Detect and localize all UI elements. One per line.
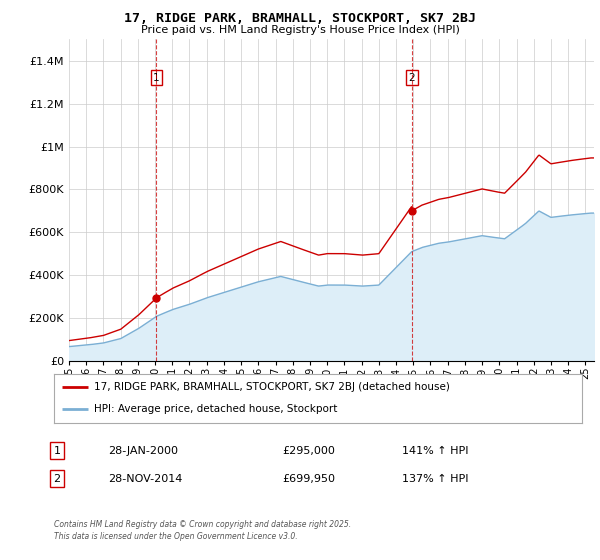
Text: £699,950: £699,950 <box>282 474 335 484</box>
Text: 1: 1 <box>153 73 160 83</box>
Text: 17, RIDGE PARK, BRAMHALL, STOCKPORT, SK7 2BJ: 17, RIDGE PARK, BRAMHALL, STOCKPORT, SK7… <box>124 12 476 25</box>
Text: £295,000: £295,000 <box>282 446 335 456</box>
Text: Price paid vs. HM Land Registry's House Price Index (HPI): Price paid vs. HM Land Registry's House … <box>140 25 460 35</box>
Text: 17, RIDGE PARK, BRAMHALL, STOCKPORT, SK7 2BJ (detached house): 17, RIDGE PARK, BRAMHALL, STOCKPORT, SK7… <box>94 382 449 392</box>
Text: 2: 2 <box>409 73 415 83</box>
Text: 1: 1 <box>53 446 61 456</box>
Text: HPI: Average price, detached house, Stockport: HPI: Average price, detached house, Stoc… <box>94 404 337 414</box>
Text: 28-JAN-2000: 28-JAN-2000 <box>108 446 178 456</box>
Text: 137% ↑ HPI: 137% ↑ HPI <box>402 474 469 484</box>
Text: 28-NOV-2014: 28-NOV-2014 <box>108 474 182 484</box>
Text: 141% ↑ HPI: 141% ↑ HPI <box>402 446 469 456</box>
Text: 2: 2 <box>53 474 61 484</box>
Text: Contains HM Land Registry data © Crown copyright and database right 2025.
This d: Contains HM Land Registry data © Crown c… <box>54 520 351 541</box>
